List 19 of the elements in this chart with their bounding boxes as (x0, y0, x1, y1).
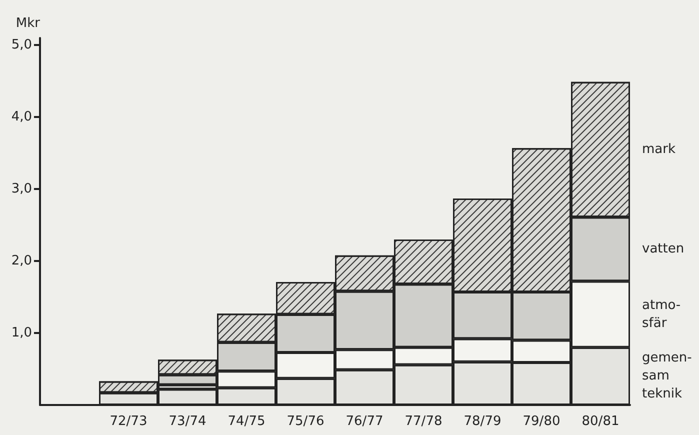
x-tick-label: 73/74 (168, 414, 206, 429)
y-tick-label: 3,0 (11, 182, 32, 197)
y-tick-label: 4,0 (11, 110, 32, 125)
series-label: vatten (642, 242, 684, 257)
x-tick-label: 75/76 (286, 414, 324, 429)
x-tick-label: 78/79 (464, 414, 502, 429)
x-tick-label: 77/78 (404, 414, 442, 429)
x-tick-label: 74/75 (228, 414, 266, 429)
y-tick-label: 5,0 (11, 38, 32, 53)
y-tick-label: 2,0 (11, 254, 32, 269)
x-tick-label: 72/73 (110, 414, 148, 429)
y-axis-title: Mkr (16, 16, 41, 31)
series-label: gemen- sam teknik (642, 350, 692, 402)
x-tick-label: 79/80 (522, 414, 560, 429)
series-label: mark (642, 142, 676, 158)
series-label: atmo- sfär (642, 298, 681, 331)
x-tick-label: 80/81 (582, 414, 620, 429)
x-tick-label: 76/77 (346, 414, 384, 429)
y-tick-label: 1,0 (11, 326, 32, 341)
